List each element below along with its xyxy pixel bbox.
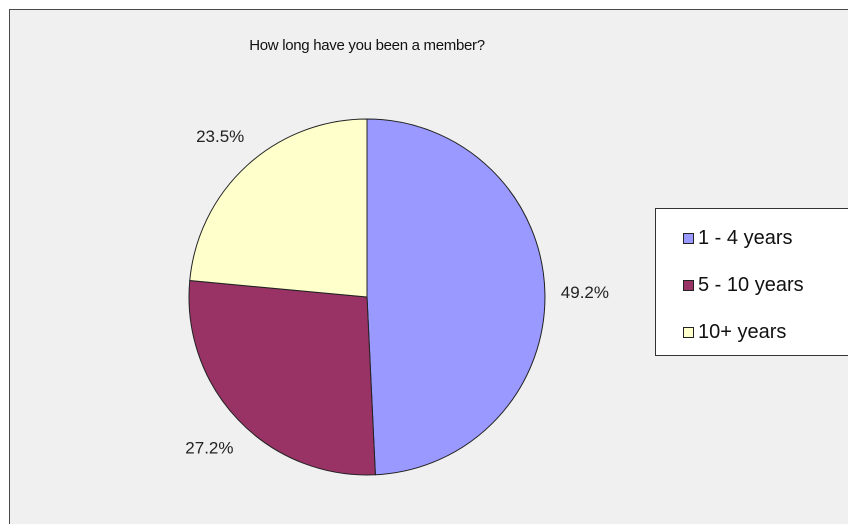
legend-item: 5 - 10 years [683,269,848,302]
pie-slice [366,118,546,476]
legend-label: 5 - 10 years [698,274,804,296]
legend-item: 10+ years [683,316,848,349]
legend-swatch [683,233,694,244]
legend-swatch [683,280,694,291]
legend-item: 1 - 4 years [683,222,848,255]
data-label: 27.2% [185,439,233,458]
chart-title: How long have you been a member? [249,37,485,54]
pie-chart: How long have you been a member? 49.2% 27… [185,37,609,476]
legend-swatch [683,327,694,338]
legend: 1 - 4 years 5 - 10 years 10+ years [655,208,848,356]
data-label: 23.5% [196,127,244,146]
legend-label: 10+ years [698,321,787,343]
legend-label: 1 - 4 years [698,227,793,249]
pie-slice [188,279,376,476]
chart-area: How long have you been a member? 49.2% 27… [9,9,848,524]
data-label: 49.2% [561,283,609,302]
pie-slice [189,118,368,298]
